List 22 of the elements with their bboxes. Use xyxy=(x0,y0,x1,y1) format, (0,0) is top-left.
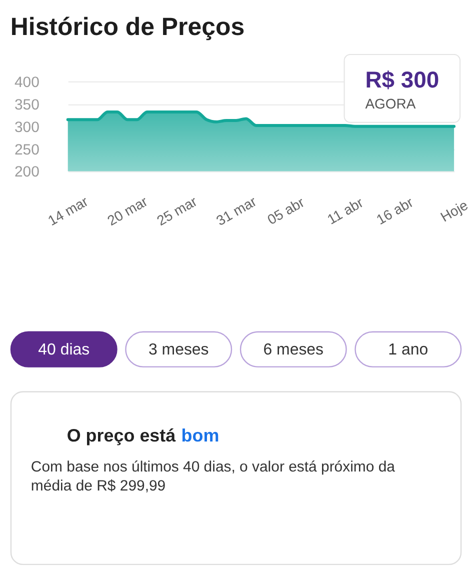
x-tick-label: 16 abr xyxy=(373,194,416,228)
x-tick-label: 11 abr xyxy=(324,194,366,228)
annotation: AGORA xyxy=(365,95,416,112)
chart-title: Histórico de Preços xyxy=(10,13,245,42)
y-tick-label: 400 xyxy=(14,74,40,91)
x-tick-label: 14 mar xyxy=(45,192,91,229)
y-tick-label: 300 xyxy=(14,118,40,136)
x-tick-label: 25 mar xyxy=(154,192,200,229)
annotation: R$ 300 xyxy=(365,66,440,92)
text: Com base nos últimos 40 dias, o valor está próximo da média de R$ 299,99 xyxy=(30,458,396,495)
x-tick-label: 20 mar xyxy=(104,192,150,229)
y-tick-label: 250 xyxy=(14,141,40,158)
y-tick-label: 200 xyxy=(14,164,40,181)
x-tick-label: 05 abr xyxy=(264,194,308,228)
category-label: 40 dias xyxy=(38,341,90,358)
x-tick-label: 31 mar xyxy=(213,192,260,229)
category-label: 3 meses xyxy=(148,341,209,358)
text: O preço está bom xyxy=(66,426,220,446)
category-label: 1 ano xyxy=(388,341,428,358)
y-tick-label: 350 xyxy=(14,96,40,114)
category-label: 6 meses xyxy=(263,341,324,358)
x-tick-label: Hoje xyxy=(438,196,471,225)
